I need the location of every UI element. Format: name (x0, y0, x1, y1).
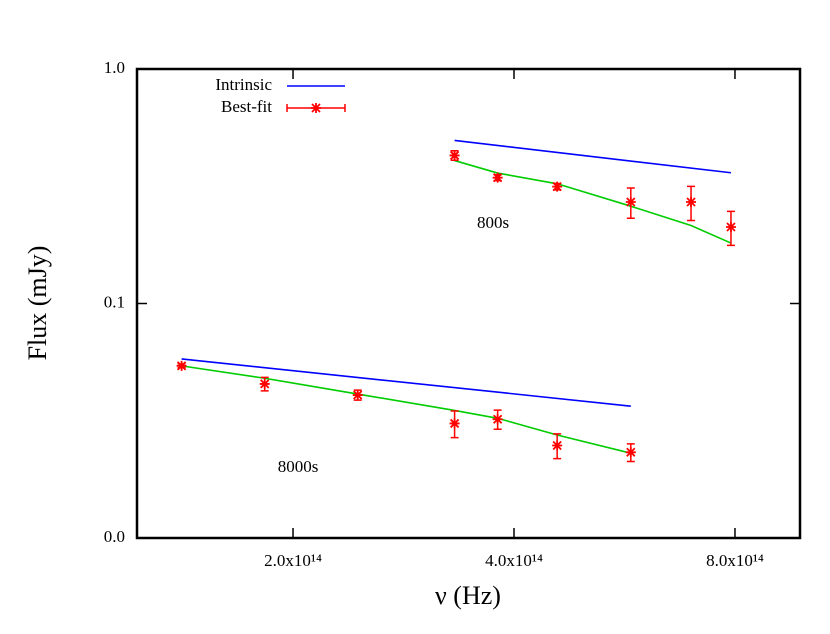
x-tick-label: 4.0x10¹⁴ (485, 551, 543, 570)
data-point (552, 440, 563, 451)
data-point (176, 360, 187, 371)
y-tick-label: 1.0 (104, 58, 125, 77)
x-tick-label: 8.0x10¹⁴ (706, 551, 764, 570)
data-point (625, 196, 636, 207)
data-point (449, 150, 460, 161)
legend-label: Best-fit (221, 97, 272, 116)
data-point (492, 172, 503, 183)
data-point (725, 221, 736, 232)
intrinsic-line (181, 358, 631, 407)
fit-line (181, 365, 631, 454)
data-point (625, 447, 636, 458)
data-point (492, 414, 503, 425)
legend-marker (311, 103, 321, 113)
y-tick-label: 0.0 (104, 527, 125, 546)
data-point (259, 378, 270, 389)
group-label: 800s (477, 213, 509, 232)
legend-label: Intrinsic (215, 75, 272, 94)
y-axis-label: Flux (mJy) (23, 246, 52, 361)
intrinsic-line (454, 139, 732, 174)
fit-line (454, 159, 732, 244)
data-point (352, 390, 363, 401)
data-point (449, 418, 460, 429)
group-label: 8000s (278, 457, 319, 476)
data-point (552, 181, 563, 192)
data-point (686, 196, 697, 207)
x-tick-label: 2.0x10¹⁴ (264, 551, 322, 570)
plot-frame (135, 67, 802, 540)
x-axis-label: ν (Hz) (435, 581, 501, 610)
y-tick-label: 0.1 (104, 292, 125, 311)
